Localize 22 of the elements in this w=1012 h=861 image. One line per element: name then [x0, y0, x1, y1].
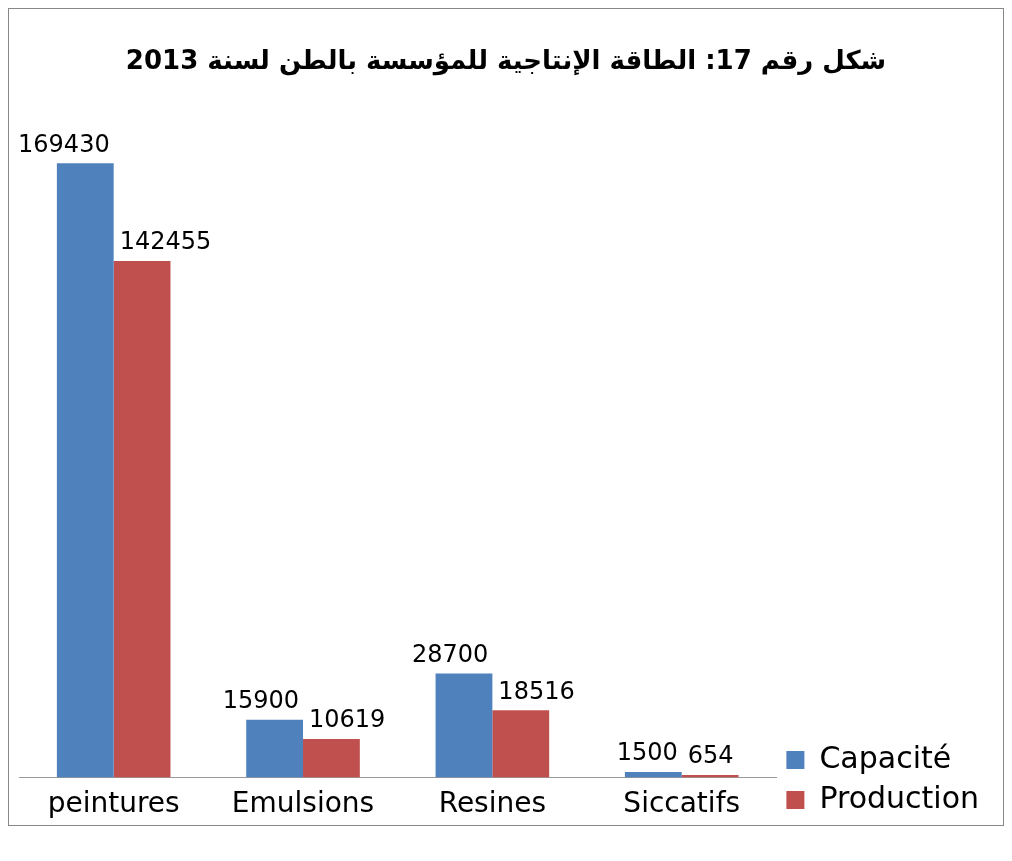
bar [56, 163, 114, 778]
bar [303, 738, 360, 778]
legend-label: Capacité [819, 739, 952, 775]
legend-label: Production [819, 779, 979, 815]
data-label: 18516 [498, 676, 575, 705]
x-tick-label: peintures [47, 786, 180, 820]
bar [492, 710, 550, 778]
data-label: 1500 [616, 738, 678, 767]
data-label: 169430 [18, 129, 110, 158]
bar [435, 673, 493, 778]
x-tick-label: Siccatifs [623, 786, 741, 820]
data-label: 15900 [222, 686, 300, 715]
data-label: 10619 [309, 705, 386, 734]
x-tick-label: Resines [438, 786, 547, 820]
x-tick-label: Emulsions [231, 786, 375, 820]
data-label: 28700 [412, 639, 489, 668]
data-label: 654 [687, 741, 734, 770]
bar [246, 719, 304, 778]
chart-title: شكل رقم 17: الطاقة الإنتاجية للمؤسسة بالطن لسنة 2013 [124, 44, 888, 78]
data-label: 142455 [119, 227, 212, 256]
bar [113, 261, 171, 778]
bar [624, 771, 682, 778]
